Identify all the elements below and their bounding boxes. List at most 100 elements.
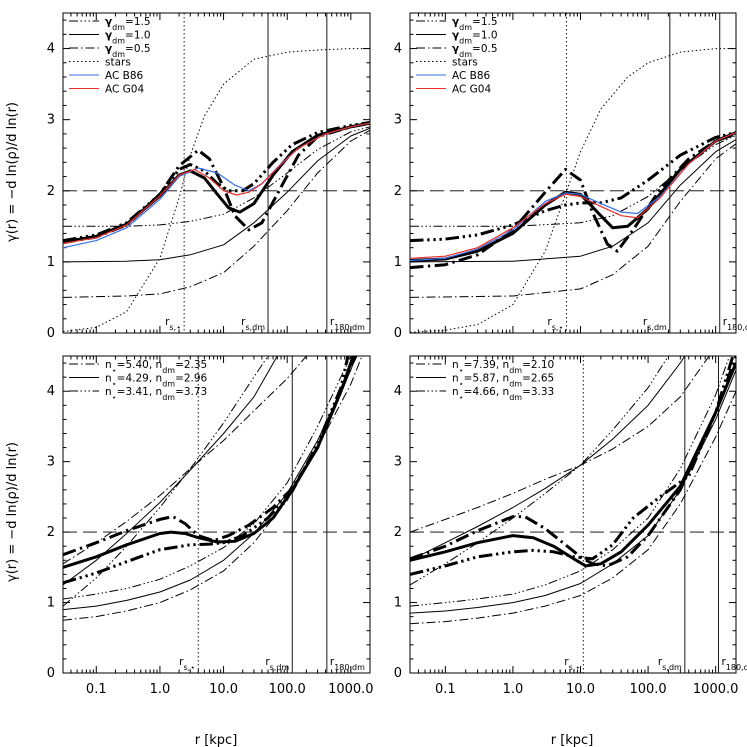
y-tick-label: 2 xyxy=(394,184,402,199)
vline-label: r180,dm xyxy=(330,656,365,672)
legend-label: n⋆=4.29, ndm=2.96 xyxy=(105,373,208,389)
legend-label: AC G04 xyxy=(452,84,491,96)
plot-frame xyxy=(409,355,737,674)
legend-label: γdm=1.5 xyxy=(452,16,498,32)
vline-label: rs,⋆ xyxy=(547,316,563,332)
y-tick-label: 3 xyxy=(47,455,55,470)
x-tick-label: 1000.0 xyxy=(328,682,374,697)
plot-area xyxy=(63,13,370,333)
y-tick-label: 0 xyxy=(47,666,55,681)
x-tick-label: 0.1 xyxy=(86,682,107,697)
legend-label: γdm=1.0 xyxy=(105,30,151,46)
x-axis-label-right: r [kpc] xyxy=(551,733,594,747)
legend-label: n⋆=4.66, ndm=3.33 xyxy=(452,386,554,402)
x-tick-label: 1.0 xyxy=(150,682,171,697)
y-tick-label: 4 xyxy=(394,42,402,57)
vline-label: r180,dm xyxy=(723,316,747,332)
y-tick-label: 1 xyxy=(47,255,55,270)
series-total-dm-1-5 xyxy=(63,121,370,243)
plot-frame xyxy=(62,12,371,334)
series-total-n-3-41 xyxy=(63,356,350,585)
y-tick-label: 3 xyxy=(47,113,55,128)
vline-label: rs,dm xyxy=(643,316,667,332)
y-tick-label: 3 xyxy=(394,113,402,128)
vline-label: rs,⋆ xyxy=(179,656,195,672)
y-tick-label: 4 xyxy=(47,384,55,399)
x-tick-label: 100.0 xyxy=(629,682,666,697)
plot-area xyxy=(410,356,736,673)
legend-label: n⋆=3.41, ndm=3.73 xyxy=(105,386,207,402)
y-tick-label: 2 xyxy=(47,525,55,540)
series-ac-g04 xyxy=(410,131,736,259)
series-stars-n-5-87 xyxy=(410,356,686,561)
series-stars-n-7-39 xyxy=(410,356,710,533)
vline-label: rs,⋆ xyxy=(564,656,580,672)
plot-area xyxy=(63,356,370,673)
series--dm-1-0 xyxy=(410,139,736,263)
y-tick-label: 3 xyxy=(394,455,402,470)
y-tick-label: 4 xyxy=(394,384,402,399)
legend-label: n⋆=7.39, ndm=2.10 xyxy=(452,359,554,375)
series--dm-0-5 xyxy=(63,129,370,298)
series--dm-1-5 xyxy=(410,134,736,227)
legend-label: stars xyxy=(452,57,478,69)
y-tick-label: 1 xyxy=(394,596,402,611)
series-total-n-5-40 xyxy=(63,356,358,557)
plot-frame xyxy=(62,355,371,674)
vline-label: rs,dm xyxy=(241,316,265,332)
y-tick-label: 1 xyxy=(394,255,402,270)
series-total-dm-1-5 xyxy=(410,131,736,243)
vline-label: rs,⋆ xyxy=(165,316,181,332)
legend-label: AC B86 xyxy=(452,70,491,82)
series-total-dm-0-5 xyxy=(63,121,370,245)
x-tick-label: 1000.0 xyxy=(693,682,739,697)
series-dm-ndm-2-35 xyxy=(63,356,363,621)
y-axis-label-top: γ(r) = −d ln(ρ)/d ln(r) xyxy=(5,102,20,242)
series-stars xyxy=(63,48,370,333)
series-dm-ndm-2-10 xyxy=(410,390,736,625)
legend-label: stars xyxy=(105,57,131,69)
panel-top-right: 0 1 2 3 4 rs,⋆ rs,dm r180,dm γdm=1.5γdm=1.0γdm=0… xyxy=(394,12,747,341)
x-tick-label: 10.0 xyxy=(209,682,238,697)
y-tick-label: 1 xyxy=(47,596,55,611)
y-tick-label: 2 xyxy=(394,525,402,540)
y-tick-label: 0 xyxy=(47,326,55,341)
x-axis-label-left: r [kpc] xyxy=(195,733,238,747)
series-stars xyxy=(410,48,736,333)
series--dm-1-0 xyxy=(63,127,370,263)
series-total-dm-1-0 xyxy=(410,131,736,262)
vline-label: r180,dm xyxy=(330,316,365,332)
series-stars-n-5-40 xyxy=(63,356,307,565)
series--dm-1-5 xyxy=(63,126,370,227)
plot-frame xyxy=(409,12,737,334)
x-tick-label: 10.0 xyxy=(566,682,595,697)
legend-label: AC B86 xyxy=(105,70,144,82)
series-total-n-4-66 xyxy=(410,356,735,576)
vline-label: rs,dm xyxy=(658,656,682,672)
series-total-n-5-87 xyxy=(410,362,736,568)
series-total-dm-0-5 xyxy=(410,132,736,270)
legend-label: γdm=1.5 xyxy=(105,16,151,32)
legend-label: n⋆=5.40, ndm=2.35 xyxy=(105,359,207,375)
y-tick-label: 2 xyxy=(47,184,55,199)
plot-area xyxy=(410,13,736,333)
legend-label: γdm=0.5 xyxy=(105,43,151,59)
legend-label: γdm=1.0 xyxy=(452,30,498,46)
y-tick-label: 0 xyxy=(394,326,402,341)
x-tick-label: 0.1 xyxy=(435,682,456,697)
series-total-n-4-29 xyxy=(63,356,355,569)
panel-bottom-right: 0 1 2 3 4 0.1 1.0 10.0 100.0 1000.0 rs,⋆ rs,dm r180,… xyxy=(394,355,747,697)
legend-label: n⋆=5.87, ndm=2.65 xyxy=(452,373,554,389)
legend-label: AC G04 xyxy=(105,84,144,96)
series-ac-g04 xyxy=(63,122,370,244)
series-stars-n-4-66 xyxy=(410,356,669,586)
series-dm-ndm-3-73 xyxy=(63,356,352,600)
x-tick-label: 100.0 xyxy=(269,682,306,697)
legend-label: γdm=0.5 xyxy=(452,43,498,59)
panel-bottom-left: 0 1 2 3 4 0.1 1.0 10.0 100.0 1000.0 rs,⋆ rs,dm r180,… xyxy=(47,355,374,697)
vline-label: r180,dm xyxy=(721,656,747,672)
x-tick-label: 1.0 xyxy=(503,682,524,697)
vline-label: rs,dm xyxy=(265,656,289,672)
series--dm-0-5 xyxy=(410,143,736,298)
